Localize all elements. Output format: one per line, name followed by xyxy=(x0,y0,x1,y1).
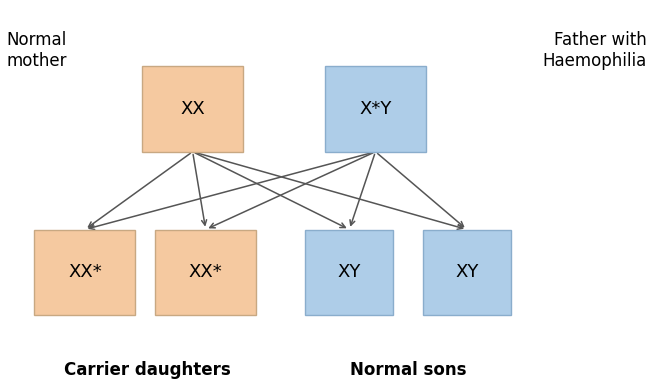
FancyBboxPatch shape xyxy=(155,230,256,315)
Text: X*Y: X*Y xyxy=(359,100,392,118)
Text: Normal
mother: Normal mother xyxy=(7,31,67,70)
Text: XX*: XX* xyxy=(68,263,102,281)
FancyBboxPatch shape xyxy=(306,230,393,315)
Text: XX*: XX* xyxy=(189,263,223,281)
Text: XY: XY xyxy=(338,263,361,281)
Text: XX: XX xyxy=(180,100,205,118)
Text: XY: XY xyxy=(455,263,479,281)
FancyBboxPatch shape xyxy=(423,230,511,315)
Text: Father with
Haemophilia: Father with Haemophilia xyxy=(542,31,646,70)
Text: Carrier daughters: Carrier daughters xyxy=(63,361,231,378)
FancyBboxPatch shape xyxy=(35,230,136,315)
FancyBboxPatch shape xyxy=(142,66,243,152)
FancyBboxPatch shape xyxy=(325,66,426,152)
Text: Normal sons: Normal sons xyxy=(350,361,466,378)
